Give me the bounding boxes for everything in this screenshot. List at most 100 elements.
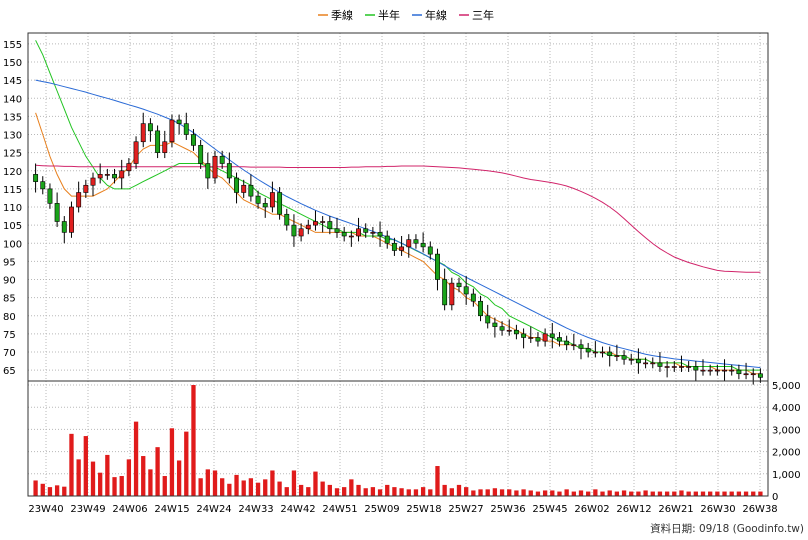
candle-body bbox=[234, 177, 239, 193]
volume-bar bbox=[255, 482, 261, 496]
candle-body bbox=[535, 337, 541, 342]
candle-body bbox=[492, 322, 498, 327]
time-tick-label: 24W33 bbox=[238, 504, 273, 515]
footer-source: 資料日期: 09/18 (Goodinfo.tw) bbox=[650, 522, 804, 535]
volume-bar bbox=[442, 484, 447, 496]
volume-bar bbox=[686, 491, 691, 496]
volume-bar bbox=[650, 491, 655, 496]
candle-body bbox=[126, 163, 132, 172]
legend-label: 年線 bbox=[425, 8, 447, 22]
time-tick-label: 25W18 bbox=[406, 504, 441, 515]
price-tick-label: 145 bbox=[3, 76, 22, 87]
candle-body bbox=[578, 344, 584, 349]
volume-bar bbox=[363, 488, 368, 496]
volume-bar bbox=[198, 478, 203, 496]
candle-body bbox=[470, 293, 476, 302]
candle-body bbox=[377, 232, 383, 237]
candle-body bbox=[363, 228, 369, 233]
volume-bar bbox=[385, 484, 390, 496]
volume-bar bbox=[571, 491, 576, 496]
time-tick-label: 24W24 bbox=[196, 504, 231, 515]
candle-body bbox=[693, 366, 699, 371]
volume-bar bbox=[636, 491, 641, 496]
volume-bar bbox=[449, 488, 454, 496]
time-tick-label: 26W12 bbox=[616, 504, 651, 515]
candle-body bbox=[248, 184, 254, 197]
volume-bar bbox=[320, 481, 325, 496]
candle-body bbox=[277, 192, 283, 215]
price-tick-label: 115 bbox=[3, 185, 22, 196]
candle-body bbox=[707, 369, 713, 372]
volume-bar bbox=[614, 491, 620, 496]
volume-bar bbox=[629, 491, 634, 496]
volume-bar bbox=[76, 459, 81, 496]
candle-body bbox=[521, 333, 527, 338]
volume-bar bbox=[176, 460, 182, 496]
volume-bar bbox=[126, 459, 132, 496]
candle-body bbox=[33, 174, 39, 182]
price-tick-label: 85 bbox=[3, 294, 16, 305]
volume-bar bbox=[184, 431, 189, 496]
candle-body bbox=[212, 155, 218, 179]
volume-bar bbox=[593, 489, 598, 496]
candle-body bbox=[664, 366, 670, 368]
volume-bar bbox=[241, 480, 246, 496]
price-tick-label: 150 bbox=[3, 58, 22, 69]
volume-bar bbox=[693, 491, 698, 496]
candle-body bbox=[298, 228, 304, 237]
volume-bar bbox=[191, 385, 196, 496]
legend-label: 季線 bbox=[331, 8, 353, 22]
candle-body bbox=[427, 246, 433, 255]
volume-bar bbox=[356, 484, 361, 496]
volume-bar bbox=[141, 456, 146, 496]
volume-bar bbox=[406, 489, 411, 496]
price-tick-label: 70 bbox=[3, 348, 16, 359]
legend: 季線 半年 年線 三年 bbox=[318, 8, 494, 22]
x-axis: 23W40 23W49 24W06 24W15 24W24 24W33 24W42 24W51… bbox=[28, 504, 777, 515]
candle-body bbox=[406, 239, 412, 248]
price-tick-label: 75 bbox=[3, 330, 16, 341]
volume-bar bbox=[535, 491, 541, 496]
volume-bar bbox=[464, 487, 469, 496]
volume-bar bbox=[586, 491, 591, 496]
time-tick-label: 25W09 bbox=[364, 504, 399, 515]
time-tick-label: 25W27 bbox=[448, 504, 483, 515]
volume-bar bbox=[69, 433, 74, 496]
candle-body bbox=[54, 203, 60, 222]
price-tick-label: 140 bbox=[3, 94, 22, 105]
price-axis: 65 70 75 80 85 90 95 100 105 110 115 120 125 130 135 14… bbox=[3, 40, 22, 377]
price-grid bbox=[28, 33, 768, 496]
candle-body bbox=[714, 369, 720, 372]
candle-body bbox=[291, 224, 297, 237]
volume-bar bbox=[664, 491, 670, 496]
candle-body bbox=[571, 344, 577, 347]
price-tick-label: 100 bbox=[3, 239, 22, 250]
volume-bar bbox=[370, 487, 376, 496]
candle-body bbox=[112, 174, 117, 179]
volume-bar bbox=[377, 489, 383, 496]
volume-bar bbox=[751, 491, 756, 496]
candle-body bbox=[442, 279, 448, 306]
volume-bar bbox=[342, 487, 347, 496]
volume-bar bbox=[291, 470, 297, 496]
volume-bar bbox=[112, 477, 117, 496]
volume-bar bbox=[428, 489, 433, 496]
volume-tick-label: 5,000 bbox=[772, 381, 801, 392]
candlesticks bbox=[33, 112, 763, 385]
candle-body bbox=[420, 242, 426, 248]
volume-bar bbox=[148, 469, 153, 496]
candle-body bbox=[40, 181, 46, 190]
candle-body bbox=[384, 235, 390, 244]
candle-body bbox=[162, 141, 168, 153]
volume-bar bbox=[40, 483, 45, 496]
candle-body bbox=[750, 373, 756, 376]
candle-body bbox=[119, 170, 125, 179]
time-tick-label: 24W06 bbox=[112, 504, 147, 515]
candle-body bbox=[284, 213, 290, 226]
volume-bar bbox=[542, 490, 548, 496]
time-tick-label: 23W49 bbox=[70, 504, 105, 515]
volume-axis: 0 1,000 2,000 3,000 4,000 5,000 bbox=[772, 381, 801, 503]
time-tick-label: 24W42 bbox=[280, 504, 315, 515]
volume-bar bbox=[334, 488, 340, 496]
volume-bar bbox=[83, 436, 88, 496]
